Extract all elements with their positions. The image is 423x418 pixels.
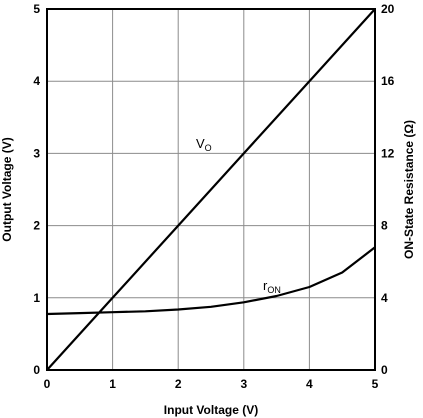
series-lines	[46, 8, 376, 371]
y-tick-label: 2	[33, 219, 40, 233]
series-label-vo: VO	[196, 136, 212, 153]
x-tick-label: 5	[372, 377, 379, 391]
y-tick-label: 5	[33, 2, 40, 16]
x-tick-label: 4	[306, 377, 313, 391]
y-tick-label: 4	[33, 74, 40, 88]
x-axis-label: Input Voltage (V)	[164, 403, 258, 417]
x-tick-label: 2	[175, 377, 182, 391]
series-label-ron: rON	[263, 278, 281, 295]
y-tick-label-right: 4	[381, 291, 388, 305]
series-label-vo-main: V	[196, 136, 205, 151]
y-tick-label-right: 0	[381, 363, 388, 377]
y-tick-label-right: 12	[381, 146, 395, 160]
y-tick-label-right: 8	[381, 219, 388, 233]
y-axis-label-right: ON-State Resistance (Ω)	[402, 120, 416, 259]
series-line-vo	[46, 8, 376, 371]
series-line-ron	[46, 246, 376, 316]
grid	[47, 9, 375, 370]
series-label-vo-sub: O	[205, 143, 212, 153]
y-tick-label: 0	[33, 363, 40, 377]
y-tick-label-right: 16	[381, 74, 395, 88]
x-tick-label: 1	[109, 377, 116, 391]
y-axis-label: Output Voltage (V)	[0, 137, 14, 241]
plot-frame	[46, 8, 376, 371]
y-tick-label-right: 20	[381, 2, 395, 16]
series-label-ron-sub: ON	[267, 285, 281, 295]
series-label-ron-main: r	[263, 278, 268, 293]
y-tick-label: 3	[33, 146, 40, 160]
x-tick-label: 3	[240, 377, 247, 391]
y-tick-label: 1	[33, 291, 40, 305]
x-tick-label: 0	[44, 377, 51, 391]
